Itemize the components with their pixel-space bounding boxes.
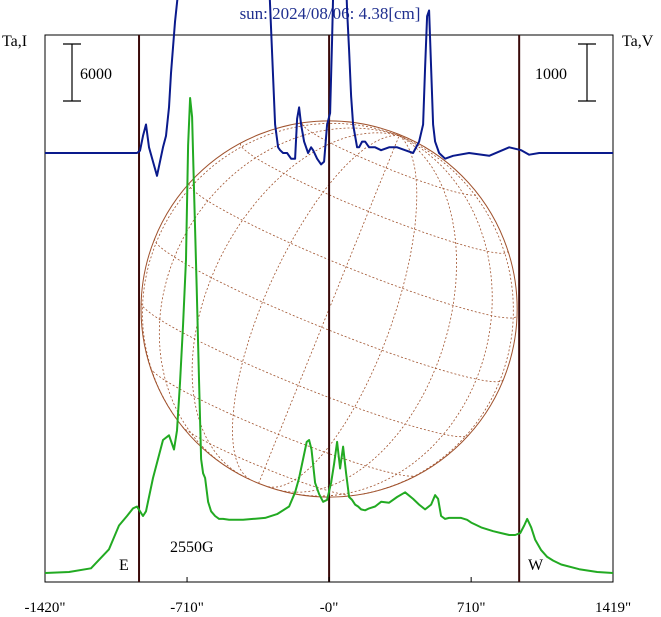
west-label: W bbox=[528, 557, 544, 574]
series-layer bbox=[44, 0, 614, 574]
disk-meridian bbox=[363, 135, 514, 495]
disk-parallel bbox=[302, 123, 478, 196]
disk-meridian bbox=[158, 127, 400, 469]
disk-parallel bbox=[239, 143, 509, 254]
left-scale-value: 6000 bbox=[80, 66, 112, 83]
disk-parallel bbox=[188, 183, 518, 319]
chart-title: sun: 2024/08/06: 4.38[cm] bbox=[240, 4, 421, 23]
left-axis-label: Ta,I bbox=[2, 33, 27, 50]
x-tick-label: -710" bbox=[170, 600, 204, 616]
series-line-stokes_i bbox=[44, 97, 614, 574]
x-axis-ticks: -1420" -710" -0" 710" 1419" bbox=[24, 577, 631, 616]
right-scale-bar: 1000 bbox=[535, 43, 596, 102]
disk-meridian bbox=[291, 135, 493, 497]
x-tick-label: 710" bbox=[457, 600, 486, 616]
series-line-stokes_v bbox=[45, 0, 613, 177]
left-scale-bar: 6000 bbox=[63, 43, 112, 102]
field-strength-annotation: 2550G bbox=[170, 539, 214, 556]
x-tick-label: -1420" bbox=[24, 600, 65, 616]
right-scale-value: 1000 bbox=[535, 66, 567, 83]
east-label: E bbox=[119, 557, 129, 574]
disk-meridian bbox=[268, 135, 418, 488]
disk-parallel bbox=[182, 426, 353, 497]
disk-meridian bbox=[191, 132, 400, 476]
x-tick-label: 1419" bbox=[595, 600, 631, 616]
right-axis-label: Ta,V bbox=[622, 33, 654, 50]
x-tick-label: -0" bbox=[320, 600, 339, 616]
disk-meridian bbox=[232, 135, 400, 480]
disk-meridian bbox=[276, 135, 457, 493]
disk-parallel bbox=[150, 368, 417, 477]
disk-parallel bbox=[140, 302, 469, 438]
